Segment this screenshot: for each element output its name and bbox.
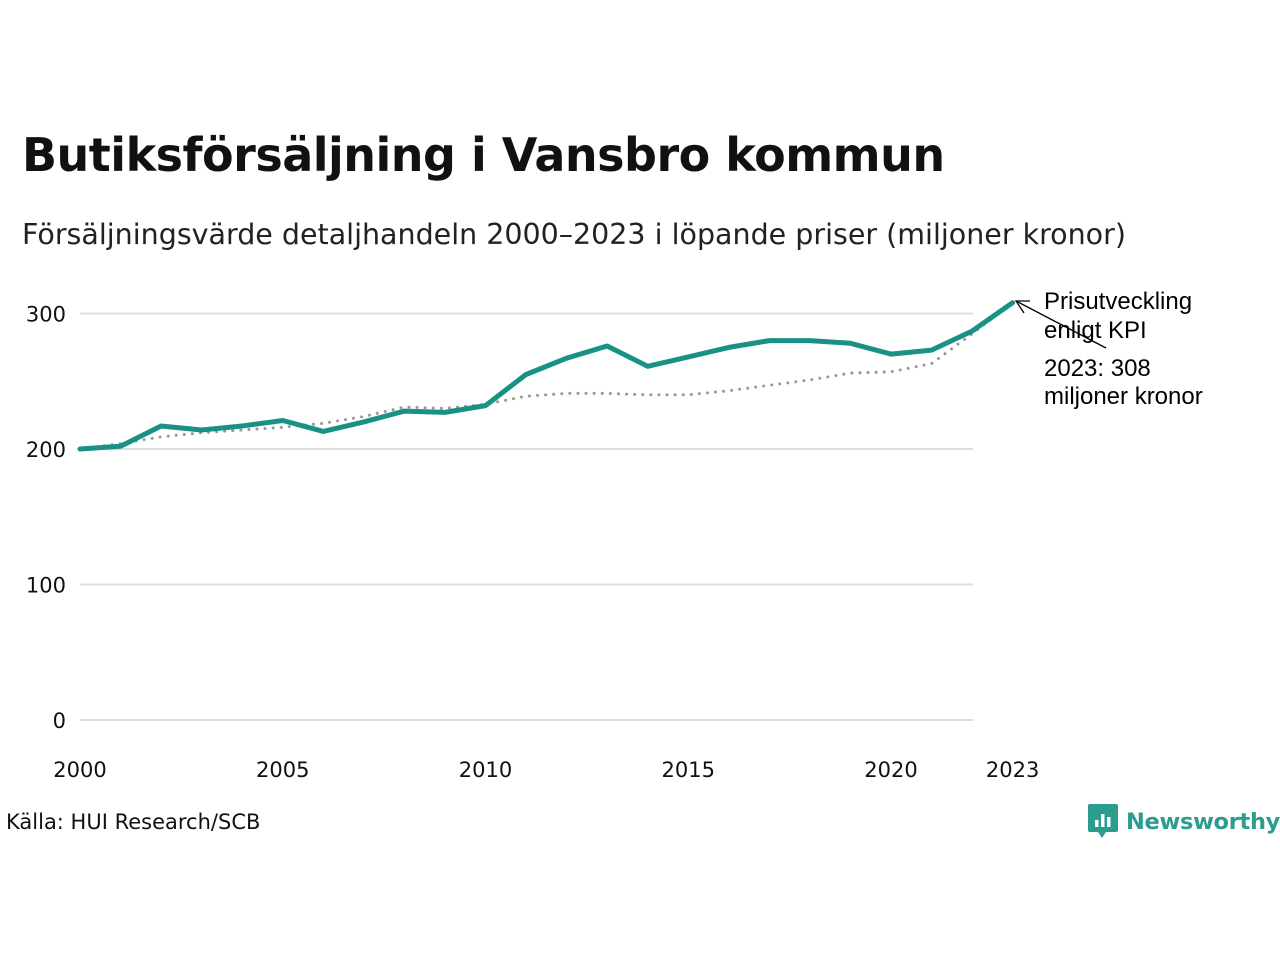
value-label-line2: miljoner kronor (1044, 383, 1203, 410)
value-label-line1: 2023: 308 (1044, 355, 1151, 382)
source-note: Källa: HUI Research/SCB (6, 810, 261, 834)
series-line-kpi (78, 301, 1015, 451)
x-tick-label-2005: 2005 (256, 758, 309, 782)
x-tick-label-2000: 2000 (53, 758, 106, 782)
y-axis-ticks: 0 100 200 300 (26, 303, 66, 734)
newsworthy-logo-icon (1088, 804, 1118, 838)
chart-title: Butiksförsäljning i Vansbro kommun (22, 128, 945, 182)
kpi-label-line1: Prisutveckling (1044, 288, 1192, 315)
y-tick-label-0: 0 (53, 709, 66, 733)
annotation-arrowhead (1014, 300, 1030, 314)
brand-logo: Newsworthy (1088, 804, 1280, 840)
y-tick-label-300: 300 (26, 303, 66, 327)
x-tick-label-2015: 2015 (662, 758, 715, 782)
chart-subtitle: Försäljningsvärde detaljhandeln 2000–202… (22, 218, 1126, 251)
annotation-arrow-line (1015, 300, 1107, 349)
series-line-sales (77, 300, 1016, 452)
y-tick-label-100: 100 (26, 574, 66, 598)
x-axis-ticks: 2000 2005 2010 2015 2020 2023 (53, 758, 1039, 782)
x-tick-label-2020: 2020 (864, 758, 917, 782)
kpi-label-line2: enligt KPI (1044, 317, 1147, 344)
gridlines (80, 312, 973, 721)
x-tick-label-2010: 2010 (459, 758, 512, 782)
y-tick-label-200: 200 (26, 438, 66, 462)
x-tick-label-2023: 2023 (986, 758, 1039, 782)
annotations: Prisutveckling enligt KPI 2023: 308 milj… (1014, 288, 1203, 410)
series (77, 300, 1016, 452)
brand-name: Newsworthy (1126, 809, 1280, 835)
